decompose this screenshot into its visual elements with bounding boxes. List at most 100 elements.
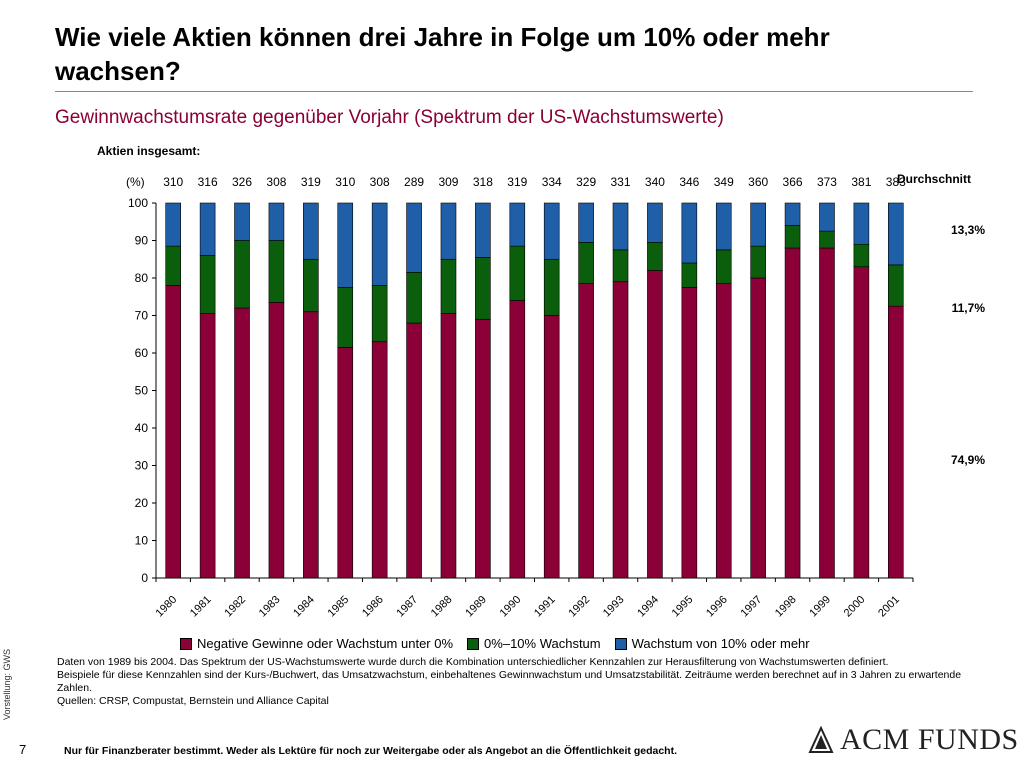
- total-count: 318: [473, 175, 493, 189]
- y-tick-label: 60: [135, 346, 149, 360]
- total-count: 309: [438, 175, 458, 189]
- bar-high-growth: [750, 202, 766, 247]
- bar-negative: [819, 247, 835, 579]
- bar-low-growth: [406, 272, 422, 324]
- bar-high-growth: [509, 202, 526, 247]
- legend-swatch-low-growth: [467, 637, 480, 650]
- bar-negative: [784, 247, 801, 579]
- average-high-growth: 13,3%: [950, 223, 985, 237]
- y-tick-label: 30: [135, 459, 149, 473]
- bar-high-growth: [819, 202, 835, 232]
- legend-item-negative: Negative Gewinne oder Wachstum unter 0%: [180, 636, 453, 651]
- bar-low-growth: [440, 258, 457, 314]
- bar-high-growth: [887, 202, 904, 266]
- legend-item-high-growth: Wachstum von 10% oder mehr: [614, 636, 810, 651]
- bar-low-growth: [234, 240, 250, 309]
- x-category-label: 1997: [738, 594, 764, 620]
- bar-low-growth: [612, 249, 629, 283]
- bar-negative: [887, 305, 904, 579]
- bar-low-growth: [165, 245, 182, 286]
- x-category-label: 1991: [532, 594, 558, 620]
- bar-high-growth: [303, 202, 319, 260]
- bar-low-growth: [475, 257, 491, 320]
- bar-negative: [234, 307, 250, 579]
- x-category-label: 1990: [498, 594, 524, 620]
- bar-negative: [440, 313, 457, 579]
- bar-high-growth: [406, 202, 422, 273]
- x-category-label: 1982: [222, 594, 248, 620]
- bar-negative: [543, 315, 560, 579]
- total-count: 346: [679, 175, 699, 189]
- bar-high-growth: [612, 202, 629, 251]
- x-category-label: 1989: [463, 594, 489, 620]
- footnote-sources: Quellen: CRSP, Compustat, Bernstein und …: [57, 695, 329, 707]
- total-count: 319: [301, 175, 321, 189]
- x-category-label: 1981: [188, 594, 214, 620]
- y-tick-label: 0: [141, 571, 148, 585]
- bar-high-growth: [268, 202, 285, 241]
- bar-high-growth: [578, 202, 594, 243]
- total-count: 349: [714, 175, 734, 189]
- y-tick-label: 100: [128, 196, 148, 210]
- bar-high-growth: [715, 202, 732, 251]
- total-count: 316: [198, 175, 218, 189]
- bar-low-growth: [337, 287, 354, 348]
- legend-label-negative: Negative Gewinne oder Wachstum unter 0%: [197, 636, 454, 651]
- total-count: 331: [611, 175, 631, 189]
- bar-low-growth: [371, 285, 388, 343]
- total-count: 383: [886, 175, 906, 189]
- y-tick-label: 50: [135, 384, 149, 398]
- total-count: 329: [576, 175, 596, 189]
- legend-swatch-negative: [180, 637, 192, 650]
- x-category-label: 2001: [876, 594, 902, 620]
- acm-logo-icon: [808, 726, 834, 753]
- chart-subtitle: Gewinnwachstumsrate gegenüber Vorjahr (S…: [55, 107, 724, 128]
- footnote-line: Daten von 1989 bis 2004. Das Spektrum de…: [57, 656, 889, 668]
- legend-swatch-high-growth: [614, 637, 627, 650]
- legend-label-low-growth: 0%–10% Wachstum: [484, 636, 601, 651]
- x-category-label: 1986: [360, 594, 386, 620]
- x-category-label: 1993: [601, 594, 627, 620]
- bar-high-growth: [784, 202, 801, 226]
- bar-high-growth: [681, 202, 698, 264]
- total-count: 310: [163, 175, 183, 189]
- acm-funds-logo: ACM FUNDS: [808, 723, 1019, 757]
- footnote: Daten von 1989 bis 2004. Das Spektrum de…: [57, 656, 977, 708]
- y-tick-label: 10: [135, 534, 149, 548]
- bar-negative: [647, 270, 663, 579]
- total-count: 308: [266, 175, 286, 189]
- x-category-label: 1995: [670, 594, 696, 620]
- bar-negative: [750, 277, 766, 579]
- bar-high-growth: [475, 202, 491, 258]
- total-count: 326: [232, 175, 252, 189]
- bar-high-growth: [853, 202, 870, 245]
- footnote-line: Beispiele für diese Kennzahlen sind der …: [57, 669, 962, 694]
- page-title: Wie viele Aktien können drei Jahre in Fo…: [55, 22, 830, 86]
- unit-label: (%): [126, 175, 145, 189]
- x-category-label: 2000: [842, 594, 868, 620]
- bar-low-growth: [715, 249, 732, 284]
- y-tick-label: 80: [135, 271, 149, 285]
- bar-low-growth: [509, 245, 526, 301]
- bar-low-growth: [750, 245, 766, 279]
- total-count: 360: [748, 175, 768, 189]
- bar-negative: [578, 283, 594, 579]
- total-count: 308: [370, 175, 390, 189]
- x-category-label: 1985: [326, 594, 352, 620]
- y-tick-label: 40: [135, 421, 149, 435]
- bar-negative: [406, 322, 422, 579]
- total-count: 373: [817, 175, 837, 189]
- bar-low-growth: [303, 258, 319, 313]
- average-negative: 74,9%: [950, 453, 985, 467]
- stacked-bar-chart: 0 10 20 30 40 50 60 70 80 90 100 (%) 310 1980 316 1981 3…: [126, 175, 914, 620]
- bar-high-growth: [234, 202, 250, 241]
- total-count: 310: [335, 175, 355, 189]
- y-tick-label: 20: [135, 496, 149, 510]
- bar-negative: [337, 347, 354, 579]
- bar-negative: [853, 266, 870, 579]
- bar-negative: [681, 287, 698, 579]
- page-number: 7: [19, 742, 27, 757]
- bar-high-growth: [165, 202, 182, 247]
- bar-low-growth: [647, 242, 663, 271]
- x-category-label: 1994: [635, 594, 661, 620]
